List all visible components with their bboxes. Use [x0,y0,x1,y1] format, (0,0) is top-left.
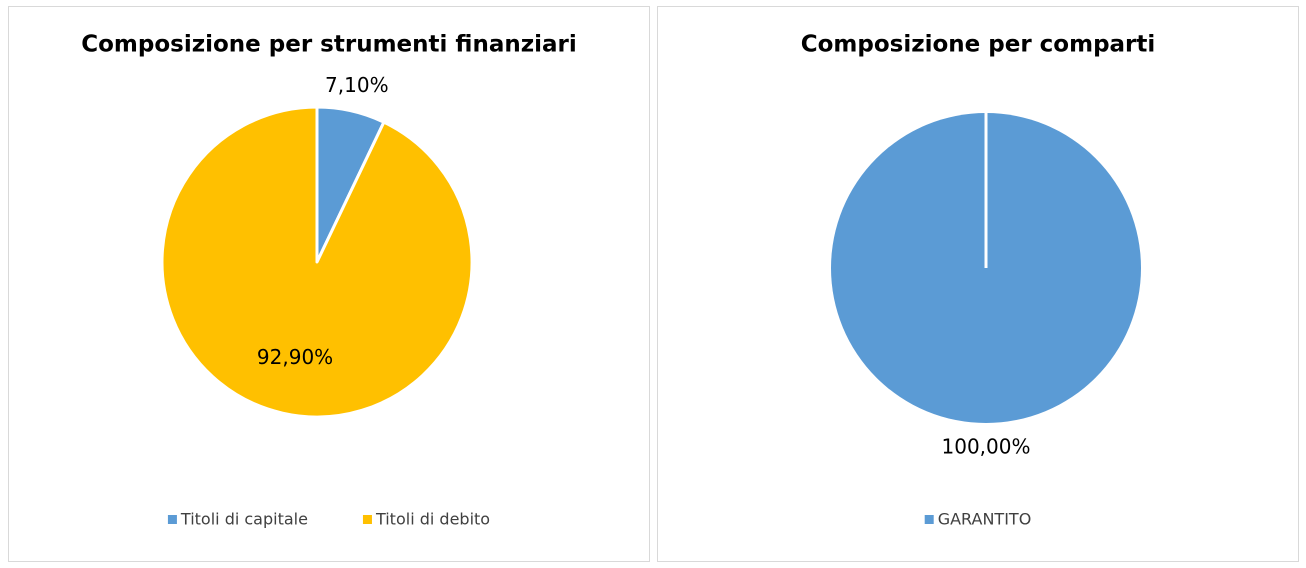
legend-label: GARANTITO [938,510,1032,529]
pie-slice [160,105,474,419]
data-label: 92,90% [257,345,333,369]
legend-swatch [167,515,177,524]
legend-label: Titoli di debito [375,510,490,529]
legend-swatch [924,515,934,524]
chart-title: Composizione per comparti [801,32,1156,58]
data-label: 7,10% [325,73,389,97]
legend-label: Titoli di capitale [180,510,308,529]
chart-title: Composizione per strumenti finanziari [81,32,577,58]
data-label: 100,00% [942,435,1031,459]
legend-swatch [362,515,372,524]
